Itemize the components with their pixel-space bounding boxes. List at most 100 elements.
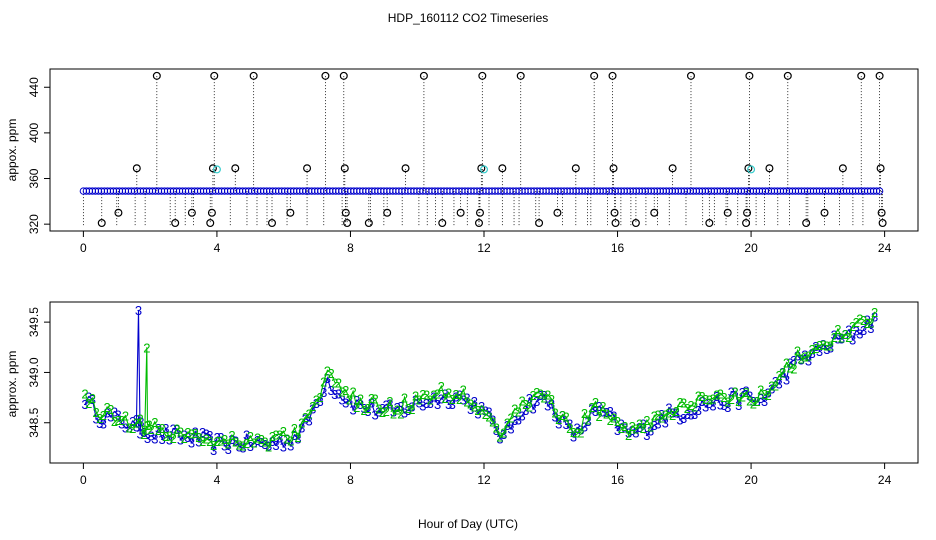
series-3-point: 3 bbox=[574, 420, 581, 435]
series-2-point: 2 bbox=[757, 382, 764, 397]
series-3-point: 3 bbox=[482, 404, 489, 419]
y-tick-label: 320 bbox=[27, 214, 41, 234]
x-tick-label: 12 bbox=[477, 241, 491, 255]
series-2-point: 2 bbox=[764, 388, 771, 403]
series-2-point: 2 bbox=[184, 425, 191, 440]
series-2-point: 2 bbox=[225, 437, 232, 452]
series-3-point: 3 bbox=[210, 443, 217, 458]
series-3-point: 3 bbox=[698, 394, 705, 409]
series-3-point: 3 bbox=[383, 397, 390, 412]
calibration-point bbox=[498, 164, 507, 173]
top-panel-marks bbox=[79, 71, 887, 228]
series-2-point: 2 bbox=[500, 426, 507, 441]
series-3-point: 3 bbox=[192, 425, 199, 440]
series-2-point: 2 bbox=[739, 389, 746, 404]
calibration-point bbox=[668, 164, 677, 173]
series-2-point: 2 bbox=[632, 421, 639, 436]
series-3-point: 3 bbox=[111, 405, 118, 420]
series-3-point: 3 bbox=[103, 406, 110, 421]
series-3-point: 3 bbox=[463, 391, 470, 406]
series-3-point: 3 bbox=[291, 428, 298, 443]
calibration-point bbox=[878, 219, 887, 228]
calibration-point bbox=[571, 164, 580, 173]
series-3-point: 3 bbox=[474, 407, 481, 422]
series-3-point: 3 bbox=[287, 439, 294, 454]
series-2-point: 2 bbox=[658, 411, 665, 426]
series-2-point: 2 bbox=[559, 408, 566, 423]
series-3-point: 3 bbox=[386, 396, 393, 411]
series-2-point: 2 bbox=[203, 432, 210, 447]
series-2-point: 2 bbox=[181, 431, 188, 446]
series-3-point: 3 bbox=[680, 411, 687, 426]
series-2-point: 2 bbox=[474, 403, 481, 418]
series-2-point: 2 bbox=[801, 350, 808, 365]
x-tick-label: 8 bbox=[347, 241, 354, 255]
series-3-point: 3 bbox=[750, 394, 757, 409]
series-3-point: 3 bbox=[838, 331, 845, 346]
x-tick-label: 20 bbox=[744, 473, 758, 487]
series-3-point: 3 bbox=[375, 404, 382, 419]
series-3-point: 3 bbox=[614, 423, 621, 438]
series-3-point: 3 bbox=[133, 412, 140, 427]
calibration-point bbox=[401, 164, 410, 173]
series-3-point: 3 bbox=[849, 332, 856, 347]
series-2-point: 2 bbox=[155, 423, 162, 438]
series-2-point: 2 bbox=[805, 349, 812, 364]
series-3-point: 3 bbox=[871, 309, 878, 324]
series-2-point: 2 bbox=[122, 409, 129, 424]
calibration-point bbox=[208, 164, 217, 173]
series-2-point: 2 bbox=[621, 419, 628, 434]
series-2-point: 2 bbox=[581, 406, 588, 421]
series-2-point: 2 bbox=[853, 315, 860, 330]
series-2-point: 2 bbox=[812, 341, 819, 356]
series-2-point: 2 bbox=[673, 404, 680, 419]
series-2-point: 2 bbox=[772, 379, 779, 394]
series-3-point: 3 bbox=[632, 426, 639, 441]
series-2-point: 2 bbox=[118, 413, 125, 428]
series-2-point: 2 bbox=[537, 386, 544, 401]
calibration-point bbox=[474, 219, 483, 228]
series-2-point: 2 bbox=[283, 432, 290, 447]
series-2-point: 2 bbox=[103, 400, 110, 415]
calibration-point bbox=[171, 219, 180, 228]
series-3-point: 3 bbox=[735, 398, 742, 413]
series-3-point: 3 bbox=[416, 395, 423, 410]
calibration-point bbox=[631, 219, 640, 228]
calibration-point bbox=[590, 71, 599, 80]
series-3-point: 3 bbox=[327, 383, 334, 398]
calibration-point bbox=[783, 71, 792, 80]
series-3-point: 3 bbox=[823, 342, 830, 357]
series-3-point: 3 bbox=[203, 426, 210, 441]
series-2-point: 2 bbox=[445, 385, 452, 400]
series-3-point: 3 bbox=[313, 396, 320, 411]
y-tick-label: 349.0 bbox=[27, 357, 41, 387]
series-3-point: 3 bbox=[445, 397, 452, 412]
series-2-point: 2 bbox=[871, 305, 878, 320]
y-tick-label: 400 bbox=[27, 123, 41, 143]
series-3-point: 3 bbox=[544, 398, 551, 413]
series-2-point: 2 bbox=[427, 393, 434, 408]
series-3-point: 3 bbox=[177, 432, 184, 447]
series-3-point: 3 bbox=[515, 412, 522, 427]
series-2-point: 2 bbox=[192, 426, 199, 441]
series-2-point: 2 bbox=[680, 395, 687, 410]
series-3-point: 3 bbox=[430, 389, 437, 404]
series-2-point: 2 bbox=[731, 384, 738, 399]
series-3-point: 3 bbox=[394, 400, 401, 415]
series-3-point: 3 bbox=[188, 436, 195, 451]
series-3-point: 3 bbox=[610, 408, 617, 423]
series-2-point: 2 bbox=[350, 384, 357, 399]
calibration-point bbox=[610, 208, 619, 217]
series-2-point: 2 bbox=[599, 399, 606, 414]
series-3-point: 3 bbox=[702, 399, 709, 414]
series-3-point: 3 bbox=[228, 432, 235, 447]
series-2-point: 2 bbox=[146, 417, 153, 432]
series-3-point: 3 bbox=[724, 400, 731, 415]
series-2-point: 2 bbox=[518, 394, 525, 409]
series-2-point: 2 bbox=[309, 399, 316, 414]
series-3-point: 3 bbox=[184, 430, 191, 445]
series-2-point: 2 bbox=[563, 410, 570, 425]
series-3-point: 3 bbox=[500, 427, 507, 442]
series-3-point: 3 bbox=[181, 428, 188, 443]
